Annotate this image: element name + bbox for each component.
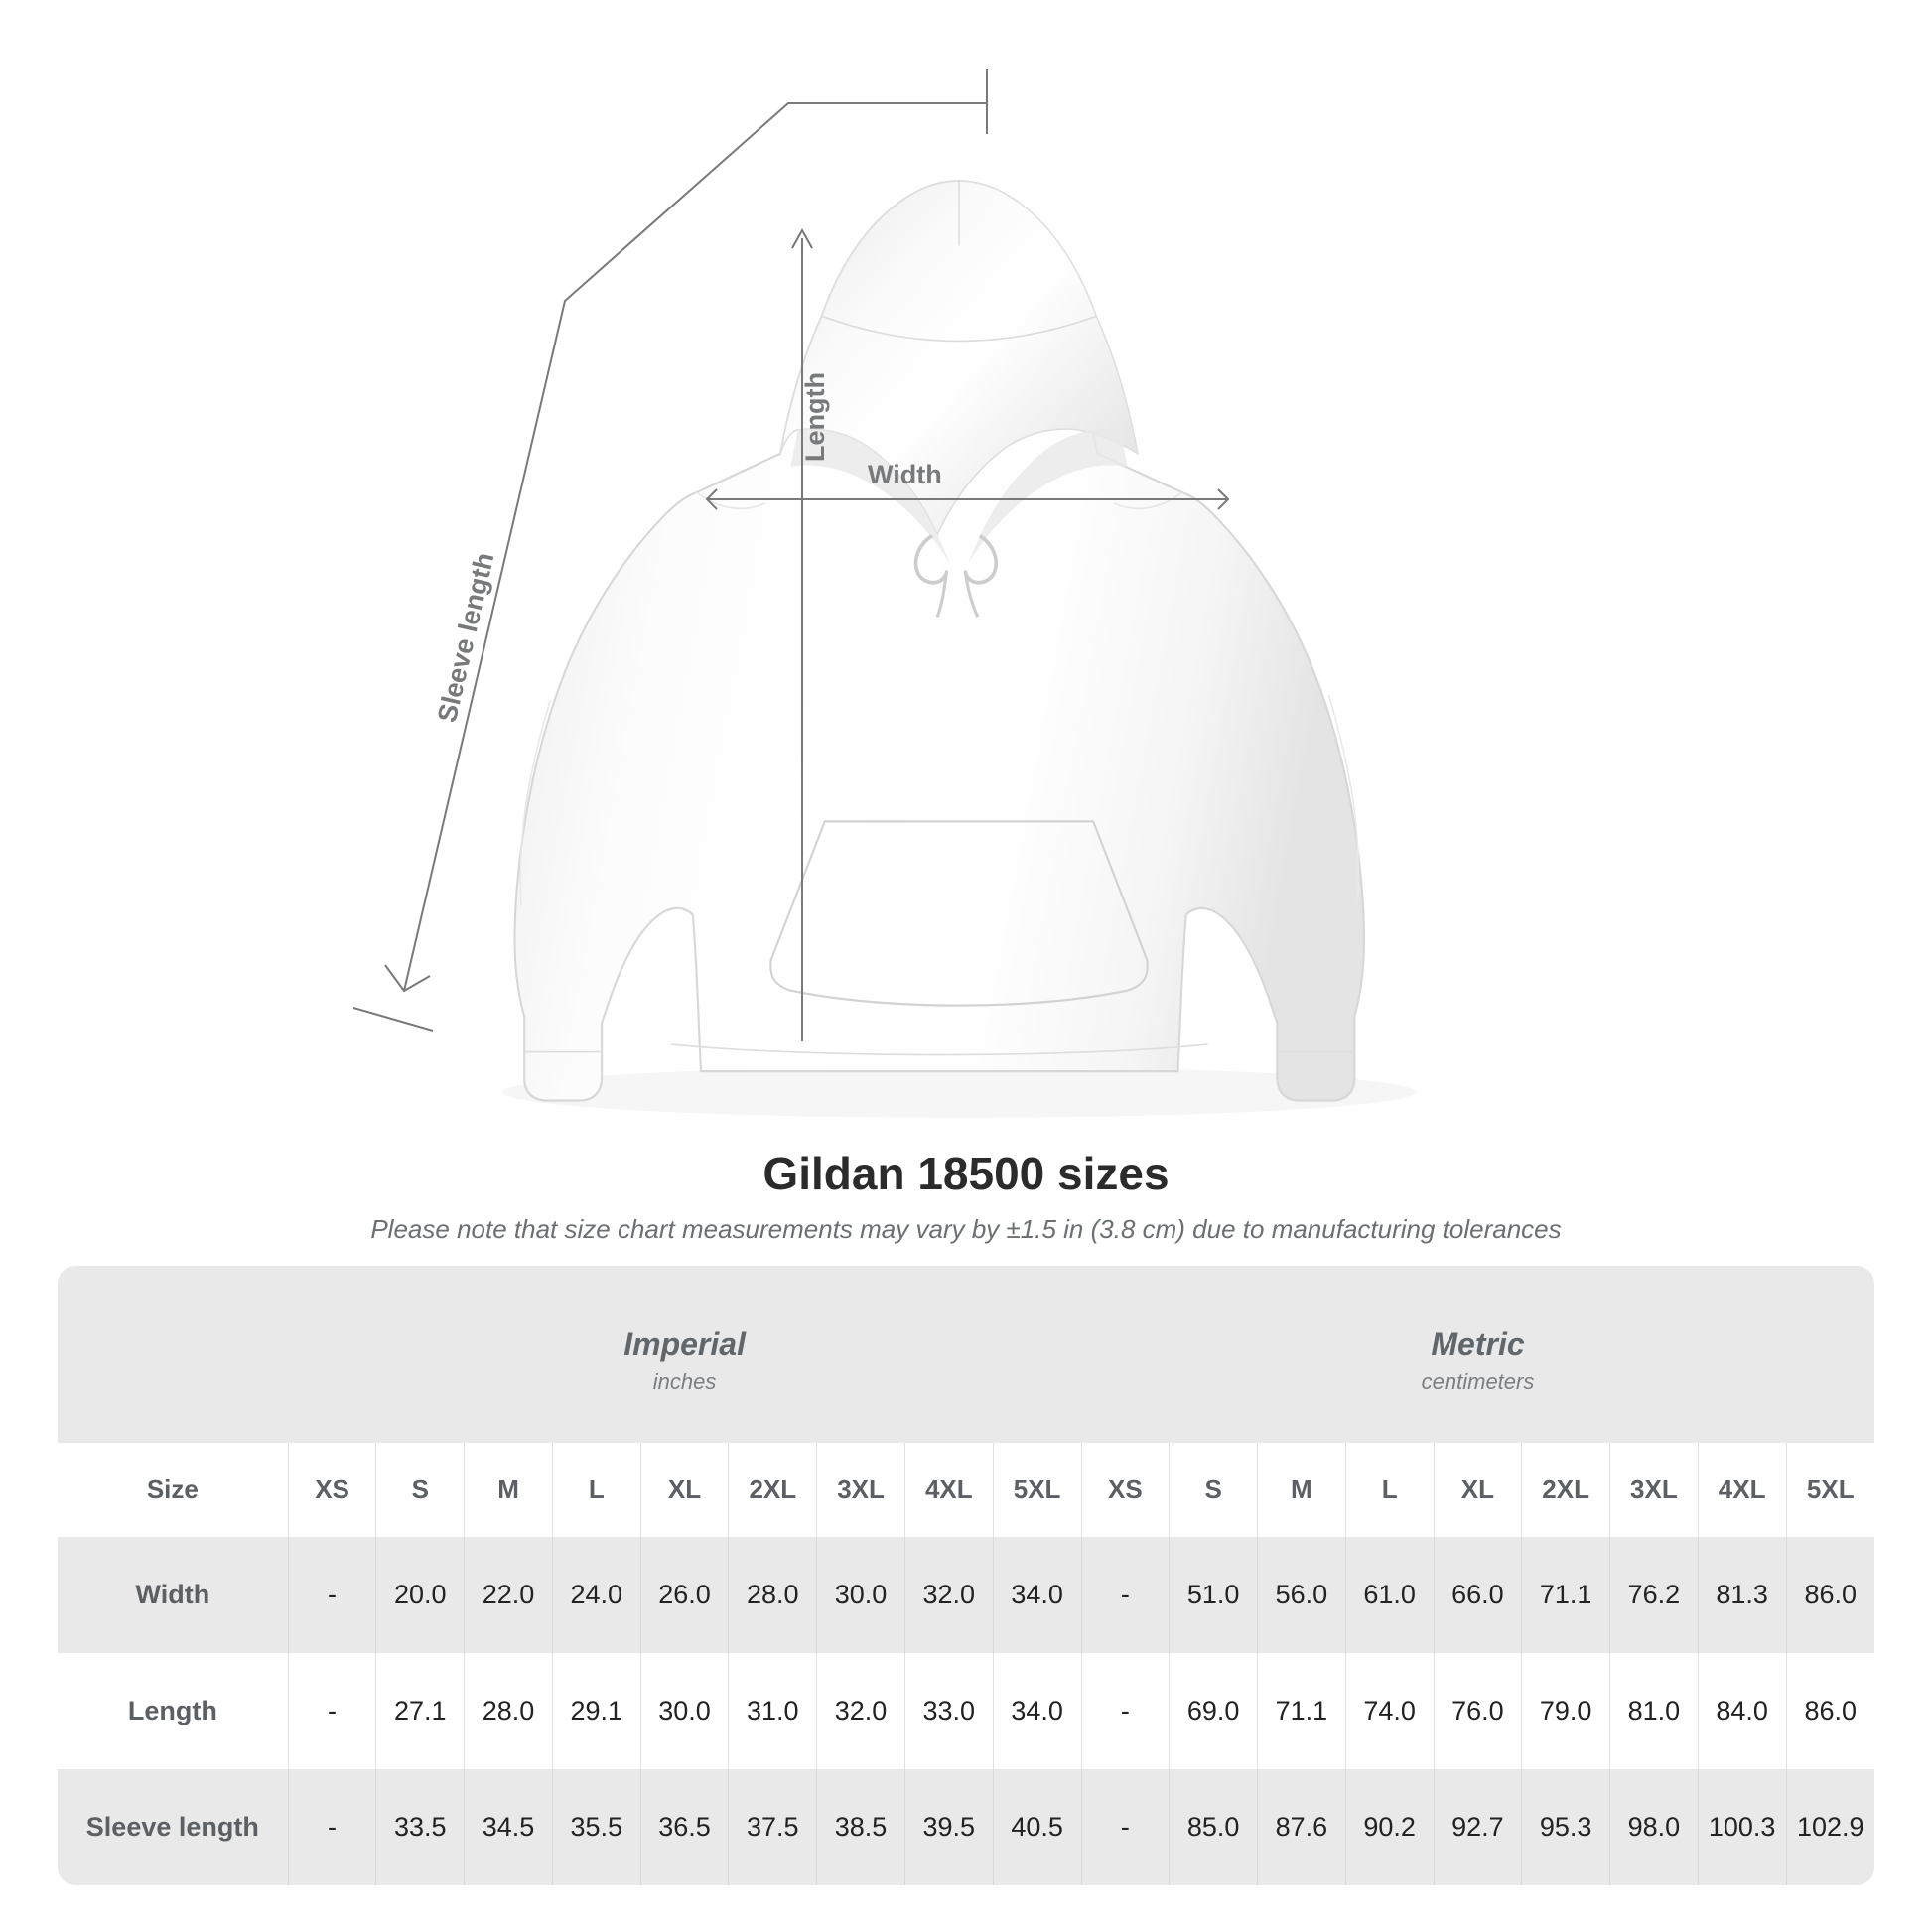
svg-text:Length: Length (800, 372, 830, 462)
svg-text:Width: Width (868, 460, 942, 489)
svg-text:Sleeve length: Sleeve length (432, 550, 499, 725)
